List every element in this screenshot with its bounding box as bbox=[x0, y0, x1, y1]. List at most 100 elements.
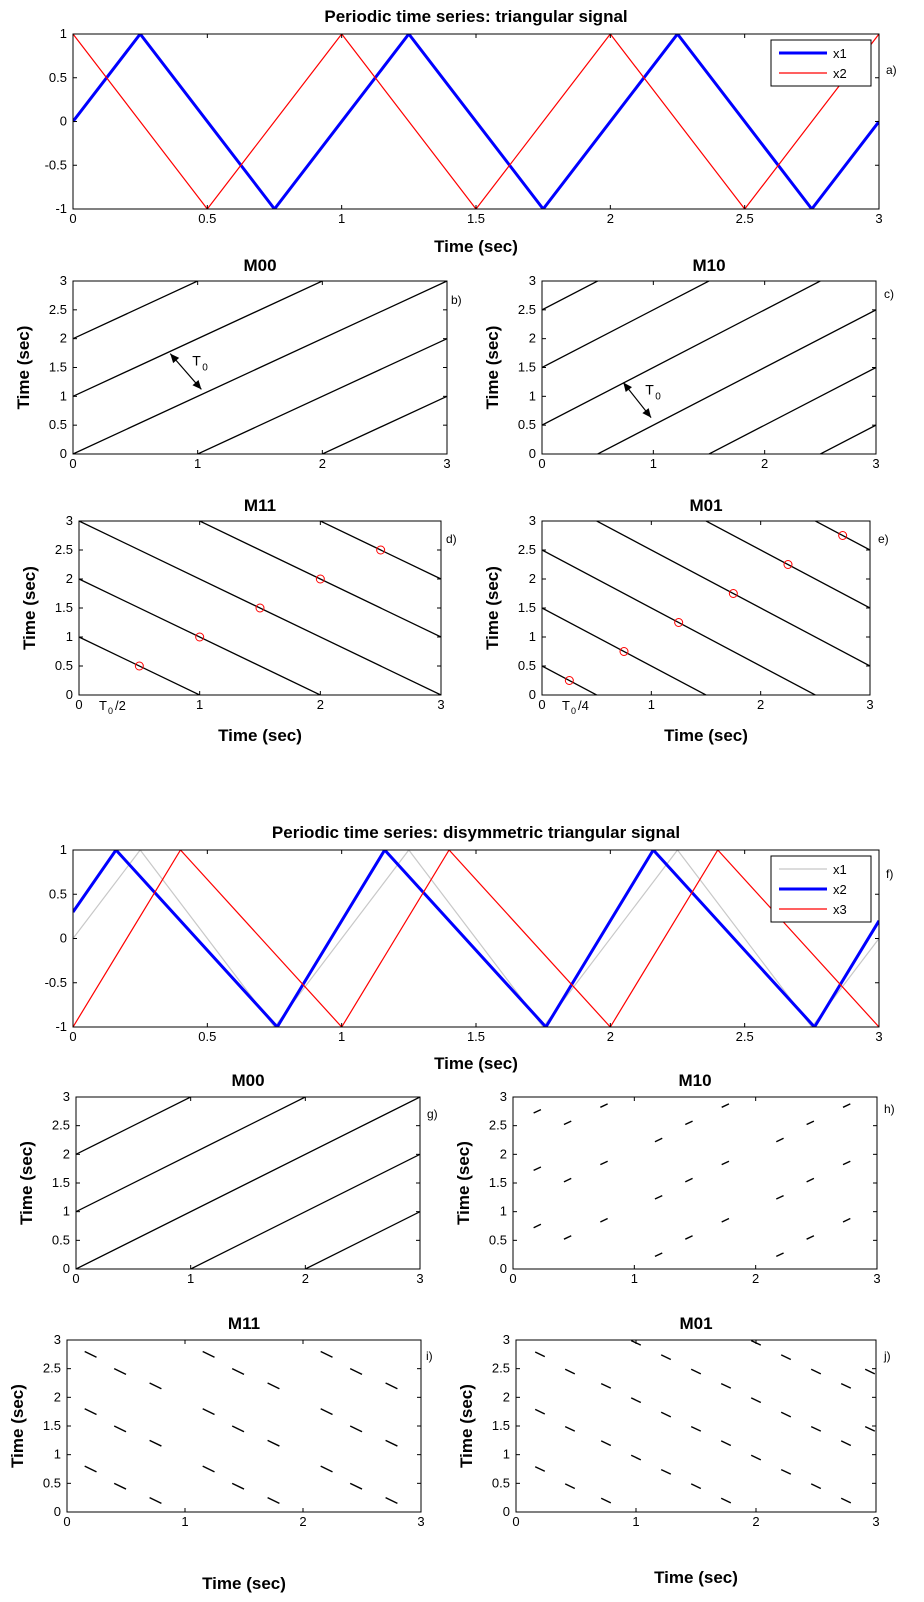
axes-frame bbox=[541, 280, 877, 455]
marker-circle bbox=[728, 589, 738, 598]
x-tick-label: 2 bbox=[302, 1271, 309, 1286]
y-axis-label: Time (sec) bbox=[483, 326, 502, 410]
x-tick-label: 0.5 bbox=[198, 211, 216, 226]
recurrence-dash bbox=[385, 1439, 398, 1447]
panel-label: g) bbox=[427, 1107, 438, 1121]
chart-title: M10 bbox=[692, 256, 725, 275]
data-layer bbox=[534, 1340, 876, 1504]
panel-label: c) bbox=[884, 287, 894, 301]
recurrence-dash bbox=[563, 1177, 572, 1183]
x-tick-label: 1 bbox=[650, 456, 657, 471]
recurrence-dash bbox=[84, 1408, 97, 1416]
data-layer bbox=[76, 1097, 420, 1269]
y-tick-label: 1.5 bbox=[492, 1418, 510, 1433]
recurrence-dash bbox=[202, 1350, 215, 1358]
recurrence-dash bbox=[654, 1194, 663, 1200]
recurrence-dash bbox=[320, 1408, 333, 1416]
recurrence-dash bbox=[660, 1468, 672, 1475]
x-tick-label: 0 bbox=[509, 1271, 516, 1286]
x-tick-label: 1 bbox=[194, 456, 201, 471]
x-tick-label: 3 bbox=[866, 697, 873, 712]
recurrence-line bbox=[79, 521, 441, 695]
y-tick-label: 0 bbox=[529, 446, 536, 461]
panel-h: 0 1 2 3 0 0.5 1 1.5 2 2.5 3 M10 Time (sec) h) bbox=[454, 1071, 895, 1286]
x-tick-label: 2 bbox=[761, 456, 768, 471]
panel-e: 0 1 2 3 0 0.5 1 1.5 2 2.5 3 M01 Time (sec) Time (sec)… bbox=[483, 496, 889, 745]
recurrence-dash bbox=[775, 1137, 784, 1143]
y-tick-label: 0.5 bbox=[55, 658, 73, 673]
panel-f: 0 0.5 1 1.5 2 2.5 3 -1 -0.5 0 0.5 1 Periodic time se… bbox=[45, 823, 894, 1073]
x-tick-label: 1 bbox=[338, 1029, 345, 1044]
panel-a: 0 0.5 1 1.5 2 2.5 3 -1 -0.5 0 0.5 1 Periodic time se… bbox=[45, 7, 897, 256]
y-tick-label: 0.5 bbox=[49, 886, 67, 901]
recurrence-dash bbox=[600, 1440, 612, 1447]
x-tick-label: 0 bbox=[69, 456, 76, 471]
recurrence-dash bbox=[113, 1482, 127, 1490]
chart-title: M11 bbox=[228, 1314, 260, 1333]
panel-i: 0 1 2 3 0 0.5 1 1.5 2 2.5 3 M11 Time (sec) Time (sec)… bbox=[8, 1314, 433, 1593]
x-tick-label: 0 bbox=[69, 1029, 76, 1044]
y-tick-label: 1 bbox=[529, 629, 536, 644]
y-tick-label: 2.5 bbox=[492, 1361, 510, 1376]
x-tick-label: 1 bbox=[196, 697, 203, 712]
x-tick-label: 0 bbox=[72, 1271, 79, 1286]
recurrence-dash bbox=[202, 1465, 215, 1473]
recurrence-dash bbox=[113, 1425, 127, 1433]
panel-label: i) bbox=[426, 1349, 433, 1363]
series-line-x1 bbox=[73, 850, 879, 1027]
recurrence-line bbox=[542, 549, 817, 695]
recurrence-dash bbox=[842, 1103, 851, 1108]
recurrence-dash bbox=[563, 1120, 572, 1126]
recurrence-dash bbox=[684, 1120, 693, 1126]
recurrence-dash bbox=[349, 1482, 363, 1490]
recurrence-dash bbox=[806, 1177, 815, 1183]
y-tick-label: 3 bbox=[60, 273, 67, 288]
y-tick-label: 1.5 bbox=[518, 600, 536, 615]
y-axis-label: Time (sec) bbox=[457, 1384, 476, 1468]
y-axis-label: Time (sec) bbox=[8, 1384, 27, 1468]
panel-g: 0 1 2 3 0 0.5 1 1.5 2 2.5 3 M00 Time (sec) g) bbox=[17, 1071, 438, 1286]
axes-frame bbox=[541, 520, 871, 696]
chart-title: Periodic time series: disymmetric triang… bbox=[272, 823, 680, 842]
x-tick-label: 1 bbox=[631, 1271, 638, 1286]
arrow-head bbox=[623, 382, 632, 393]
series-line-x1 bbox=[73, 34, 879, 209]
y-tick-label: 0.5 bbox=[49, 417, 67, 432]
recurrence-dash bbox=[267, 1439, 280, 1447]
x-tick-label: 2 bbox=[607, 211, 614, 226]
y-tick-label: 1.5 bbox=[489, 1175, 507, 1190]
x-tick-label: 1.5 bbox=[467, 1029, 485, 1044]
period-label: T bbox=[99, 698, 107, 713]
series-line-x2 bbox=[73, 850, 879, 1027]
x-axis-label: Time (sec) bbox=[202, 1574, 286, 1593]
period-annotation: T 0/4 bbox=[562, 698, 589, 716]
recurrence-dash bbox=[563, 1235, 572, 1240]
y-axis-label: Time (sec) bbox=[14, 326, 33, 410]
x-tick-label: 2 bbox=[752, 1271, 759, 1286]
recurrence-dash bbox=[654, 1252, 663, 1258]
recurrence-dash bbox=[534, 1351, 546, 1358]
recurrence-dash bbox=[720, 1440, 732, 1447]
x-tick-label: 1 bbox=[181, 1514, 188, 1529]
recurrence-dash bbox=[660, 1411, 672, 1418]
x-tick-label: 1 bbox=[648, 697, 655, 712]
recurrence-dash bbox=[564, 1368, 576, 1375]
y-tick-label: 1.5 bbox=[43, 1418, 61, 1433]
x-tick-label: 2 bbox=[757, 697, 764, 712]
recurrence-dash bbox=[684, 1177, 693, 1183]
x-tick-label: 2.5 bbox=[736, 211, 754, 226]
y-tick-label: 1.5 bbox=[52, 1175, 70, 1190]
recurrence-dash bbox=[533, 1166, 542, 1172]
y-tick-label: 2.5 bbox=[518, 302, 536, 317]
y-tick-label: 2.5 bbox=[49, 302, 67, 317]
y-tick-label: 0 bbox=[500, 1261, 507, 1276]
recurrence-dash bbox=[349, 1368, 363, 1376]
recurrence-dash bbox=[806, 1235, 815, 1240]
recurrence-dash bbox=[600, 1103, 608, 1108]
x-tick-label: 3 bbox=[875, 211, 882, 226]
x-tick-label: 0.5 bbox=[198, 1029, 216, 1044]
marker-circle bbox=[674, 618, 684, 627]
recurrence-dash bbox=[654, 1137, 663, 1143]
period-subscript: 0 bbox=[108, 706, 113, 716]
